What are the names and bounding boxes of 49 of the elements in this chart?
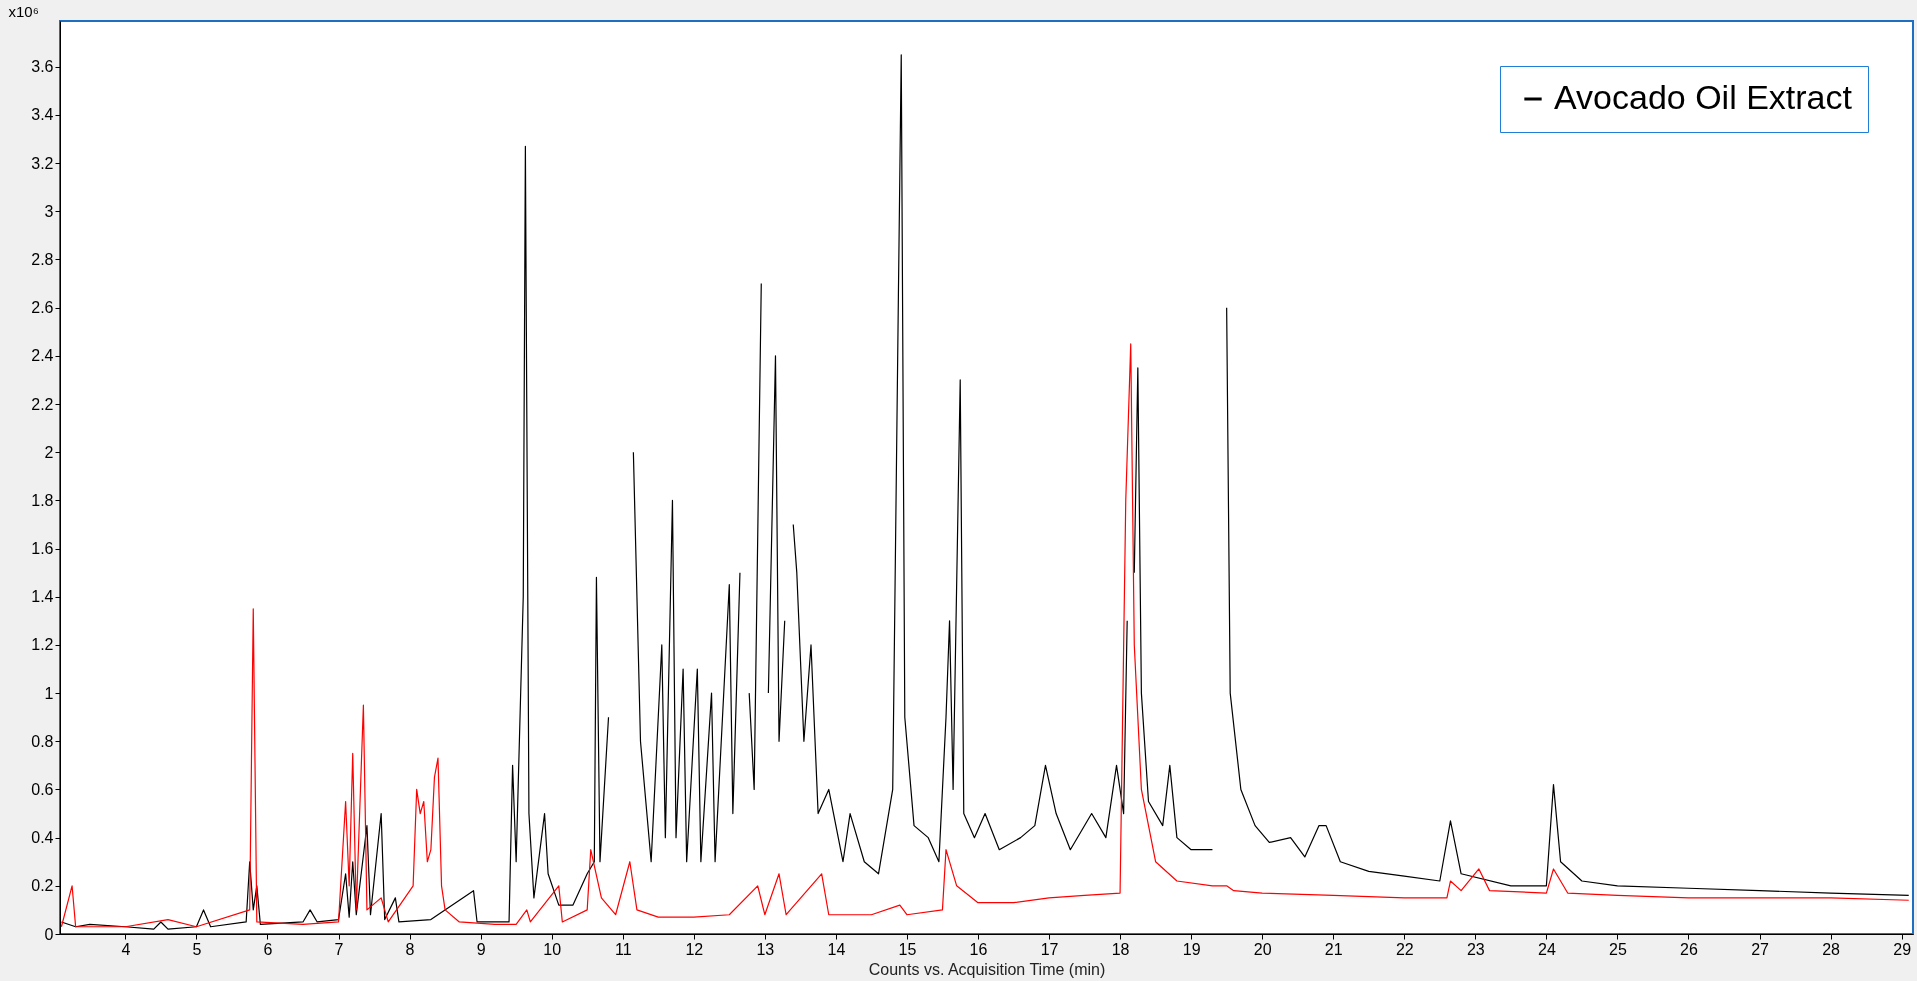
y-tick-label: 1.6: [31, 540, 54, 558]
x-tick-label: 23: [1466, 940, 1485, 958]
y-tick-label: 2.2: [31, 395, 54, 413]
y-tick-label: 0.2: [31, 877, 54, 895]
legend-label: Avocado Oil Extract: [1554, 78, 1853, 116]
y-tick-label: 2.6: [31, 299, 54, 317]
y-axis-title: x10⁶: [8, 2, 39, 20]
x-tick-label: 27: [1751, 940, 1770, 958]
x-tick-label: 28: [1822, 940, 1841, 958]
y-tick-label: 2.4: [31, 347, 54, 365]
y-tick-label: 3.2: [31, 154, 54, 172]
x-tick-label: 7: [334, 940, 344, 958]
x-tick-label: 24: [1537, 940, 1556, 958]
x-tick-label: 25: [1609, 940, 1627, 958]
x-tick-label: 16: [969, 940, 988, 958]
x-tick-label: 29: [1893, 940, 1912, 958]
y-tick-label: 0.6: [31, 780, 54, 798]
x-tick-label: 10: [543, 940, 562, 958]
y-tick-label: 3: [44, 202, 54, 220]
x-axis-title: Counts vs. Acquisition Time (min): [868, 960, 1106, 978]
x-tick-label: 22: [1395, 940, 1414, 958]
x-tick-label: 11: [614, 940, 632, 958]
y-tick-label: 0.8: [31, 732, 54, 750]
x-tick-label: 21: [1324, 940, 1343, 958]
y-tick-label: 1.4: [31, 588, 54, 606]
x-tick-label: 12: [685, 940, 704, 958]
y-tick-label: 1: [44, 684, 54, 702]
x-tick-label: 13: [756, 940, 775, 958]
y-tick-label: 1.2: [31, 636, 54, 654]
y-tick-label: 2: [44, 443, 54, 461]
x-tick-label: 20: [1253, 940, 1272, 958]
y-tick-label: 3.6: [31, 58, 54, 76]
y-tick-label: 0: [44, 925, 54, 943]
x-tick-label: 4: [121, 940, 131, 958]
x-tick-label: 14: [827, 940, 846, 958]
y-tick-label: 2.8: [31, 250, 54, 268]
x-tick-label: 26: [1680, 940, 1698, 958]
x-tick-label: 17: [1040, 940, 1059, 958]
x-tick-label: 18: [1111, 940, 1130, 958]
line-series: [60, 343, 1910, 928]
x-tick-label: 15: [898, 940, 917, 958]
y-tick-label: 1.8: [31, 491, 54, 509]
x-tick-label: 9: [476, 940, 486, 958]
y-tick-label: 0.4: [31, 829, 54, 847]
x-tick-label: 5: [192, 940, 202, 958]
x-tick-label: 8: [405, 940, 415, 958]
x-tick-label: 19: [1182, 940, 1201, 958]
x-tick-label: 6: [263, 940, 273, 958]
y-tick-label: 3.4: [31, 106, 54, 124]
